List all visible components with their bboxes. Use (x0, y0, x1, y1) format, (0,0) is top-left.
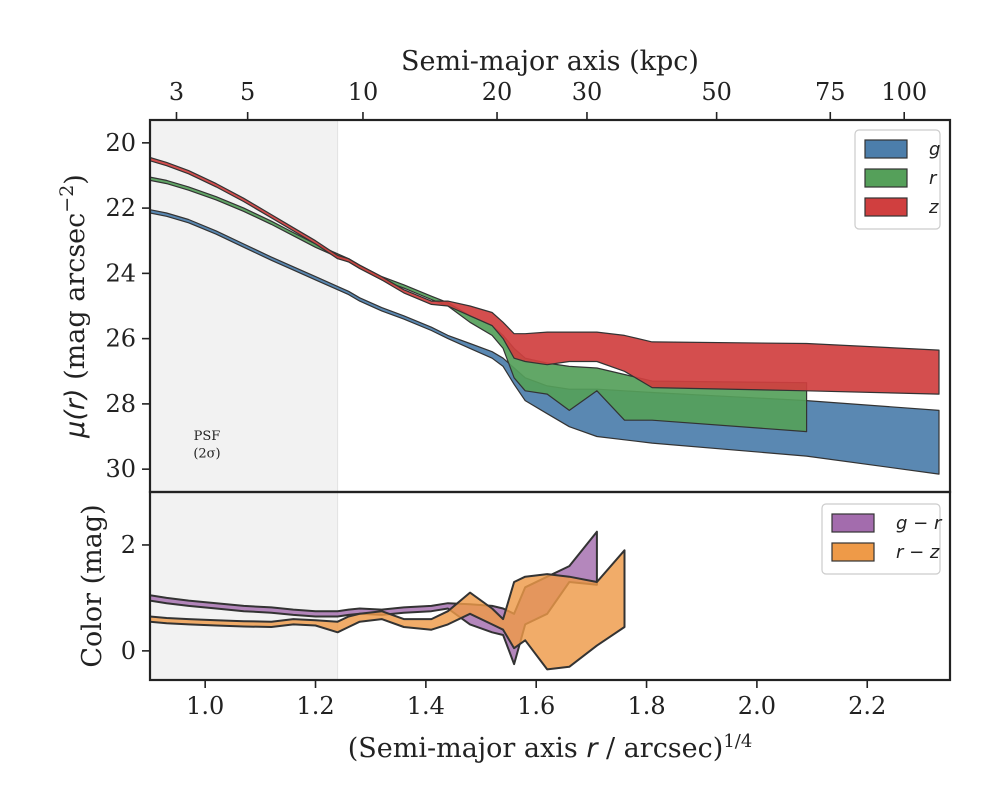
legend-swatch-rz (831, 542, 875, 562)
bottom-panel-y-ticks: 02 (121, 531, 150, 665)
kpc-tick-label: 100 (881, 78, 927, 106)
legend-swatch-gr (831, 513, 875, 533)
psf-shaded-region-bottom (150, 492, 338, 680)
kpc-tick-label: 3 (169, 78, 184, 106)
x-tick-label: 2.0 (738, 692, 776, 720)
x-tick-label: 1.0 (186, 692, 224, 720)
y-tick-label: 22 (105, 194, 136, 222)
legend-label-r: r (929, 168, 938, 189)
kpc-tick-label: 10 (348, 78, 379, 106)
y-tick-label: 26 (105, 325, 136, 353)
psf-sigma-label: (2σ) (193, 447, 220, 462)
band-rz (150, 549, 626, 671)
top-panel-kpc-ticks: 3 5 10 20 30 50 75 100 (169, 78, 927, 120)
magnitude-bands (150, 156, 940, 475)
legend-swatch-g (864, 139, 908, 159)
bottom-x-axis-label: (Semi-major axis r / arcsec)1/4 (348, 731, 753, 765)
color-y-tick-label: 2 (121, 531, 136, 559)
color-y-tick-label: 0 (121, 637, 136, 665)
y-tick-label: 24 (105, 259, 136, 287)
kpc-tick-label: 5 (240, 78, 255, 106)
legend-label-gr: g − r (896, 513, 943, 534)
y-tick-label: 20 (105, 129, 136, 157)
x-tick-label: 2.2 (848, 692, 886, 720)
kpc-tick-label: 50 (701, 78, 732, 106)
top-panel-legend: grz (854, 129, 941, 230)
y-tick-label: 28 (105, 390, 136, 418)
legend-swatch-r (864, 168, 908, 188)
bottom-panel-legend: g − r r − z (821, 503, 943, 575)
x-tick-label: 1.6 (517, 692, 555, 720)
x-tick-label: 1.2 (296, 692, 334, 720)
band-z (150, 156, 940, 395)
psf-shaded-region-top (150, 120, 338, 492)
bottom-panel-frame (148, 490, 952, 682)
legend-label-rz: r − z (896, 542, 940, 563)
psf-label: PSF (194, 429, 221, 444)
legend-label-z: z (928, 197, 939, 218)
bottom-panel-x-ticks: 1.0 1.2 1.4 1.6 1.8 2.0 2.2 (186, 680, 886, 720)
y-tick-label: 30 (105, 455, 136, 483)
x-tick-label: 1.8 (627, 692, 665, 720)
kpc-tick-label: 20 (482, 78, 513, 106)
top-x-axis-label: Semi-major axis (kpc) (401, 46, 699, 77)
kpc-tick-label: 30 (572, 78, 603, 106)
color-bands (150, 530, 626, 671)
kpc-tick-label: 75 (815, 78, 846, 106)
bottom-y-axis-label: Color (mag) (77, 504, 108, 667)
top-y-axis-label: μ(r) (mag arcsec−2) (56, 174, 91, 439)
x-tick-label: 1.4 (407, 692, 445, 720)
legend-swatch-z (864, 197, 908, 217)
top-panel-y-ticks: 20 22 24 26 28 30 (105, 129, 150, 483)
legend-label-g: g (929, 139, 940, 160)
